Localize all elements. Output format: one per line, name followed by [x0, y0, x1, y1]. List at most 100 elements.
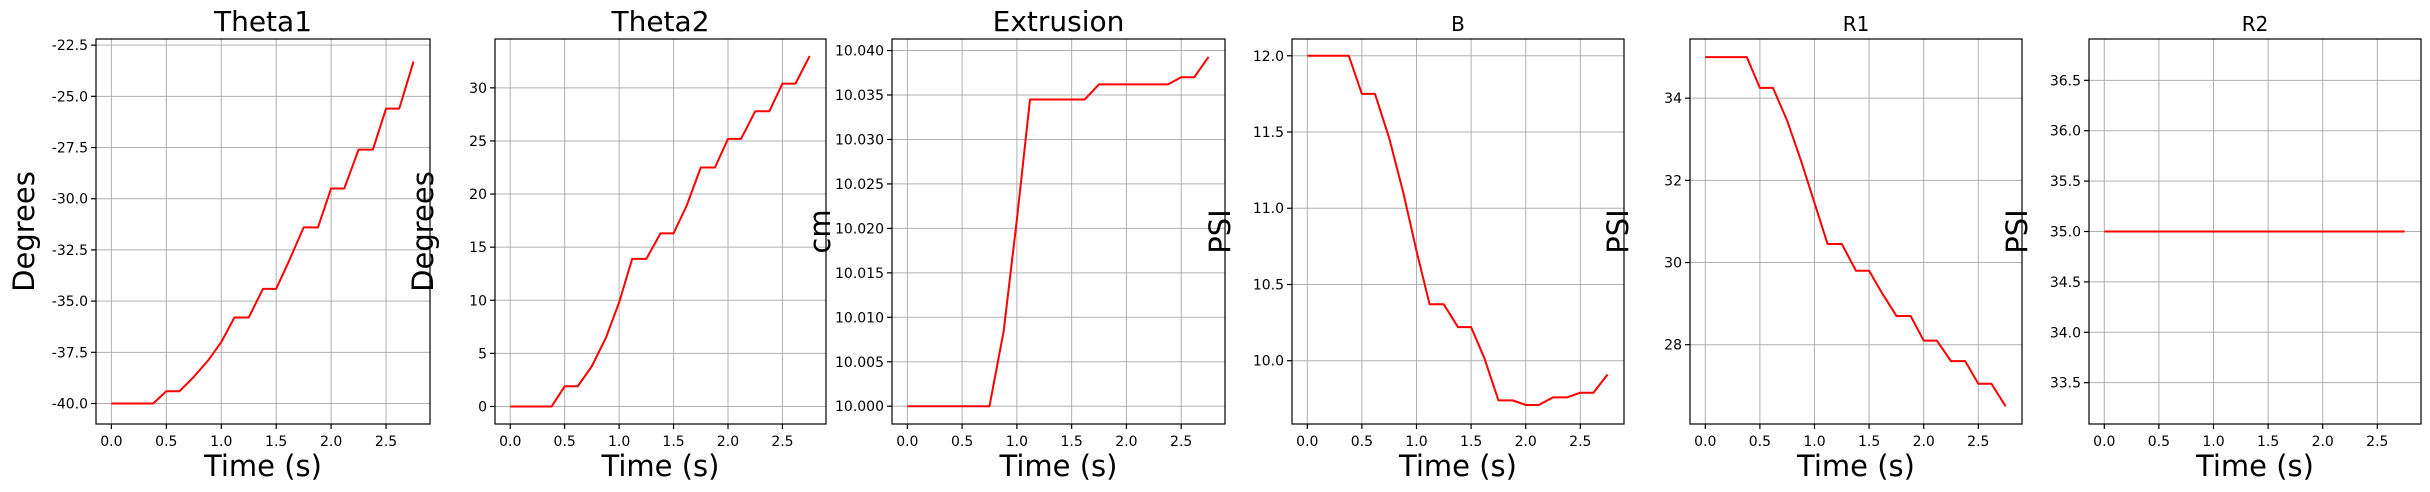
y-tick-label: 36.5 [2050, 73, 2081, 89]
x-tick-label: 1.5 [1858, 434, 1880, 450]
y-tick-label: 10.015 [835, 266, 884, 282]
y-tick-label: 10.020 [835, 221, 884, 237]
y-tick-label: 35.5 [2050, 174, 2081, 190]
x-axis-label: Time (s) [2195, 449, 2314, 483]
plot-frame [1689, 38, 2023, 425]
x-tick-label: 1.0 [2202, 434, 2224, 450]
series-line-1 [1307, 54, 1609, 406]
y-tick-label: 34.5 [2050, 275, 2081, 291]
y-tick-label: 10.030 [835, 132, 884, 148]
y-axis-label: Degrees [406, 171, 440, 292]
y-tick-label: 12.0 [1253, 49, 1284, 65]
x-tick-label: 1.5 [1061, 434, 1083, 450]
chart-panel-3: 0.0 0.5 1.0 1.5 2.0 2.5 10.000 10.005 10.010 10.0… [803, 5, 1226, 483]
y-tick-label: 34 [1664, 91, 1682, 107]
y-tick-label: -37.5 [52, 345, 88, 361]
y-tick-label: 10.035 [835, 88, 884, 104]
x-tick-label: 0.5 [951, 434, 973, 450]
y-tick-label: -22.5 [52, 38, 88, 54]
y-tick-label: 28 [1664, 338, 1682, 354]
y-tick-label: -27.5 [52, 141, 88, 157]
x-tick-label: 2.5 [771, 434, 793, 450]
x-tick-label: 1.0 [210, 434, 232, 450]
plot-frame [891, 38, 1226, 425]
x-tick-label: 1.5 [265, 434, 287, 450]
x-axis-label: Time (s) [601, 449, 720, 483]
x-tick-label: 0.5 [1351, 434, 1373, 450]
x-tick-label: 0.0 [896, 434, 918, 450]
y-tick-label: 11.0 [1253, 201, 1284, 217]
y-axis-label: Degrees [7, 171, 41, 292]
y-tick-label: 10.0 [1253, 354, 1284, 370]
x-tick-label: 0.5 [2148, 434, 2170, 450]
x-axis-label: Time (s) [203, 449, 322, 483]
y-axis-label: PSI [2000, 209, 2034, 253]
x-tick-label: 0.5 [155, 434, 177, 450]
y-tick-label: 10.025 [835, 177, 884, 193]
series-line-1 [907, 56, 1210, 408]
x-tick-label: 1.5 [2257, 434, 2279, 450]
x-tick-label: 2.5 [375, 434, 397, 450]
x-tick-label: 1.5 [1460, 434, 1482, 450]
chart-title: B [1451, 12, 1465, 36]
chart-panel-6: 0.0 0.5 1.0 1.5 2.0 2.5 33.5 34.0 34.5 35.0 35.5 36… [2000, 12, 2422, 483]
y-tick-label: 0 [478, 399, 487, 415]
y-axis-label: cm [803, 209, 837, 253]
x-tick-label: 2.0 [1515, 434, 1537, 450]
x-tick-label: 1.0 [1006, 434, 1028, 450]
y-tick-label: 10.005 [835, 355, 884, 371]
y-tick-label: 30 [1664, 256, 1682, 272]
y-axis-label: PSI [1203, 209, 1237, 253]
chart-title: Theta2 [610, 5, 709, 38]
x-tick-label: 0.0 [100, 434, 122, 450]
chart-title: R2 [2242, 12, 2269, 36]
x-tick-label: 0.5 [554, 434, 576, 450]
series-line-1 [111, 61, 415, 405]
y-tick-label: 32 [1664, 173, 1682, 189]
y-tick-label: -25.0 [52, 89, 88, 105]
x-tick-label: 0.0 [2093, 434, 2115, 450]
charts-root: 0.0 0.5 1.0 1.5 2.0 2.5 -40.0 -37.5 -35.0 -32.5 -3… [7, 5, 2422, 483]
x-tick-label: 1.5 [662, 434, 684, 450]
y-tick-label: -32.5 [52, 243, 88, 259]
y-tick-label: 25 [469, 134, 487, 150]
y-tick-label: 30 [469, 81, 487, 97]
x-tick-label: 2.5 [1170, 434, 1192, 450]
x-axis-label: Time (s) [1398, 449, 1517, 483]
x-tick-label: 2.0 [717, 434, 739, 450]
chart-title: R1 [1843, 12, 1870, 36]
y-tick-label: 10 [469, 293, 487, 309]
series-line-1 [1705, 56, 2007, 407]
x-tick-label: 2.0 [1115, 434, 1137, 450]
x-tick-label: 1.0 [1405, 434, 1427, 450]
y-tick-label: 15 [469, 240, 487, 256]
y-tick-label: 10.010 [835, 310, 884, 326]
x-axis-label: Time (s) [1796, 449, 1915, 483]
plot-frame [1291, 38, 1625, 425]
y-axis-label: PSI [1601, 209, 1635, 253]
y-tick-label: 36.0 [2050, 124, 2081, 140]
x-tick-label: 1.0 [1803, 434, 1825, 450]
x-tick-label: 2.0 [2312, 434, 2334, 450]
x-tick-label: 1.0 [608, 434, 630, 450]
chart-title: Extrusion [993, 5, 1125, 38]
chart-panel-1: 0.0 0.5 1.0 1.5 2.0 2.5 -40.0 -37.5 -35.0 -32.5 -3… [7, 5, 431, 483]
y-tick-label: 33.5 [2050, 376, 2081, 392]
x-tick-label: 0.0 [1296, 434, 1318, 450]
x-tick-label: 2.5 [1967, 434, 1989, 450]
x-tick-label: 0.5 [1749, 434, 1771, 450]
plot-frame [95, 38, 431, 425]
y-tick-label: -30.0 [52, 192, 88, 208]
chart-panel-4: 0.0 0.5 1.0 1.5 2.0 2.5 10.0 10.5 11.0 11.5 12.0 B T… [1203, 12, 1625, 483]
y-tick-label: 34.0 [2050, 325, 2081, 341]
y-tick-label: 10.5 [1253, 277, 1284, 293]
y-tick-label: -40.0 [52, 397, 88, 413]
y-tick-label: 11.5 [1253, 125, 1284, 141]
x-tick-label: 2.5 [1569, 434, 1591, 450]
y-tick-label: 10.000 [835, 399, 884, 415]
plot-frame [494, 38, 827, 425]
y-tick-label: 20 [469, 187, 487, 203]
y-tick-label: -35.0 [52, 294, 88, 310]
chart-title: Theta1 [213, 5, 312, 38]
